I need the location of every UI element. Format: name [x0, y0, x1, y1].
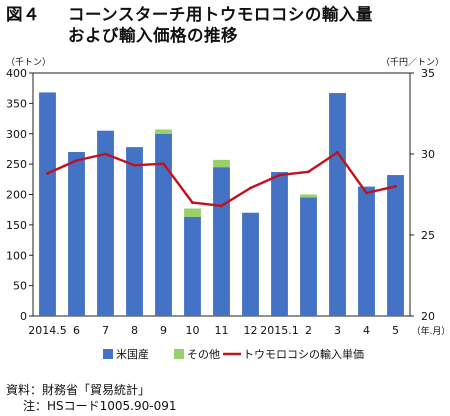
- bar-us-produced: [300, 197, 317, 316]
- figure-number: 図４: [6, 5, 40, 24]
- x-axis-tick-label: 10: [186, 324, 200, 337]
- x-axis-tick-label: 5: [392, 324, 399, 337]
- x-axis-tick-label: 4: [363, 324, 370, 337]
- left-axis-tick-label: 50: [13, 280, 27, 293]
- x-axis-unit-label: （年.月）: [412, 325, 450, 337]
- left-axis-tick-label: 100: [6, 249, 27, 262]
- legend-label-price: トウモロコシの輸入単価: [243, 347, 364, 361]
- right-axis-tick-label: 25: [421, 229, 435, 242]
- left-axis-tick-label: 350: [6, 97, 27, 110]
- bars: [39, 92, 404, 316]
- price-point: [394, 185, 397, 188]
- price-point: [249, 186, 252, 190]
- right-axis-label: （千円／トン）: [381, 57, 444, 68]
- legend-swatch-us: [103, 349, 113, 359]
- price-point: [307, 170, 310, 174]
- left-axis-tick-label: 250: [6, 158, 27, 171]
- bar-us-produced: [213, 167, 230, 316]
- price-point: [104, 152, 107, 156]
- x-axis-tick-label: 7: [102, 324, 109, 337]
- bar-us-produced: [126, 147, 143, 316]
- price-point: [133, 163, 136, 167]
- price-line: [46, 150, 397, 208]
- x-axis-tick-label: 2015.1: [260, 324, 299, 337]
- price-point: [336, 150, 339, 154]
- bar-us-produced: [39, 92, 56, 316]
- bar-us-produced: [387, 175, 404, 316]
- bar-other: [213, 159, 230, 168]
- x-axis-tick-label: 3: [334, 324, 341, 337]
- right-axis-tick-label: 30: [421, 148, 435, 161]
- title-line-1: コーンスターチ用トウモロコシの輸入量: [68, 5, 373, 24]
- left-axis-tick-label: 400: [6, 67, 27, 80]
- x-axis-tick-label: 8: [131, 324, 138, 337]
- bar-us-produced: [271, 172, 288, 316]
- bar-other: [300, 194, 317, 198]
- x-axis-tick-label: 6: [73, 324, 80, 337]
- bar-us-produced: [97, 130, 114, 316]
- axes: 050100150200250300350400（千トン）20253035（千円…: [6, 57, 450, 337]
- bar-us-produced: [184, 216, 201, 316]
- legend-label-other: その他: [187, 348, 220, 361]
- price-point: [191, 201, 194, 205]
- bar-us-produced: [358, 186, 375, 316]
- left-axis-tick-label: 0: [20, 310, 27, 323]
- x-axis-tick-label: 2: [305, 324, 312, 337]
- right-axis-tick-label: 20: [421, 310, 435, 323]
- bar-us-produced: [155, 133, 172, 316]
- bar-us-produced: [329, 93, 346, 316]
- price-point: [75, 159, 78, 162]
- bar-other: [184, 208, 201, 217]
- title-line-2: および輸入価格の推移: [68, 26, 238, 45]
- right-axis-tick-label: 35: [421, 67, 435, 80]
- price-point: [46, 172, 49, 175]
- left-axis-tick-label: 200: [6, 189, 27, 202]
- price-point: [220, 204, 223, 208]
- bar-us-produced: [68, 151, 85, 316]
- x-axis-tick-label: 9: [160, 324, 167, 337]
- legend-label-us: 米国産: [116, 348, 149, 361]
- note-line: 注：HSコード1005.90-091: [23, 399, 177, 413]
- source-notes: 資料：財務省「貿易統計」 注：HSコード1005.90-091: [6, 382, 177, 414]
- x-axis-tick-label: 12: [244, 324, 258, 337]
- chart-title: 図４ コーンスターチ用トウモロコシの輸入量 および輸入価格の推移: [6, 4, 373, 46]
- bar-us-produced: [242, 212, 259, 316]
- x-axis-tick-label: 2014.5: [28, 324, 67, 337]
- x-axis-tick-label: 11: [215, 324, 229, 337]
- price-point: [162, 162, 165, 166]
- bar-other: [155, 129, 172, 134]
- left-axis-tick-label: 150: [6, 219, 27, 232]
- price-point: [365, 191, 368, 195]
- legend-swatch-other: [174, 349, 184, 359]
- left-axis-tick-label: 300: [6, 128, 27, 141]
- price-point: [278, 173, 281, 177]
- source-line: 資料：財務省「貿易統計」: [6, 383, 151, 397]
- left-axis-label: （千トン）: [6, 57, 51, 68]
- legend: 米国産 その他 トウモロコシの輸入単価: [103, 347, 364, 361]
